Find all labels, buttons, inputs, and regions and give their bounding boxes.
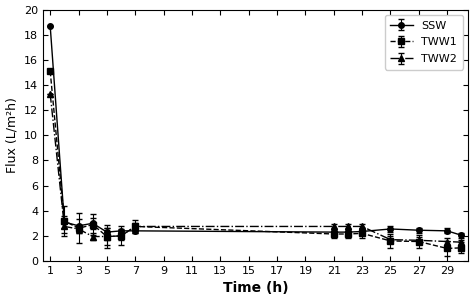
Legend: SSW, TWW1, TWW2: SSW, TWW1, TWW2	[385, 15, 463, 70]
X-axis label: Time (h): Time (h)	[223, 281, 289, 296]
Y-axis label: Flux (L/m²h): Flux (L/m²h)	[6, 97, 18, 173]
